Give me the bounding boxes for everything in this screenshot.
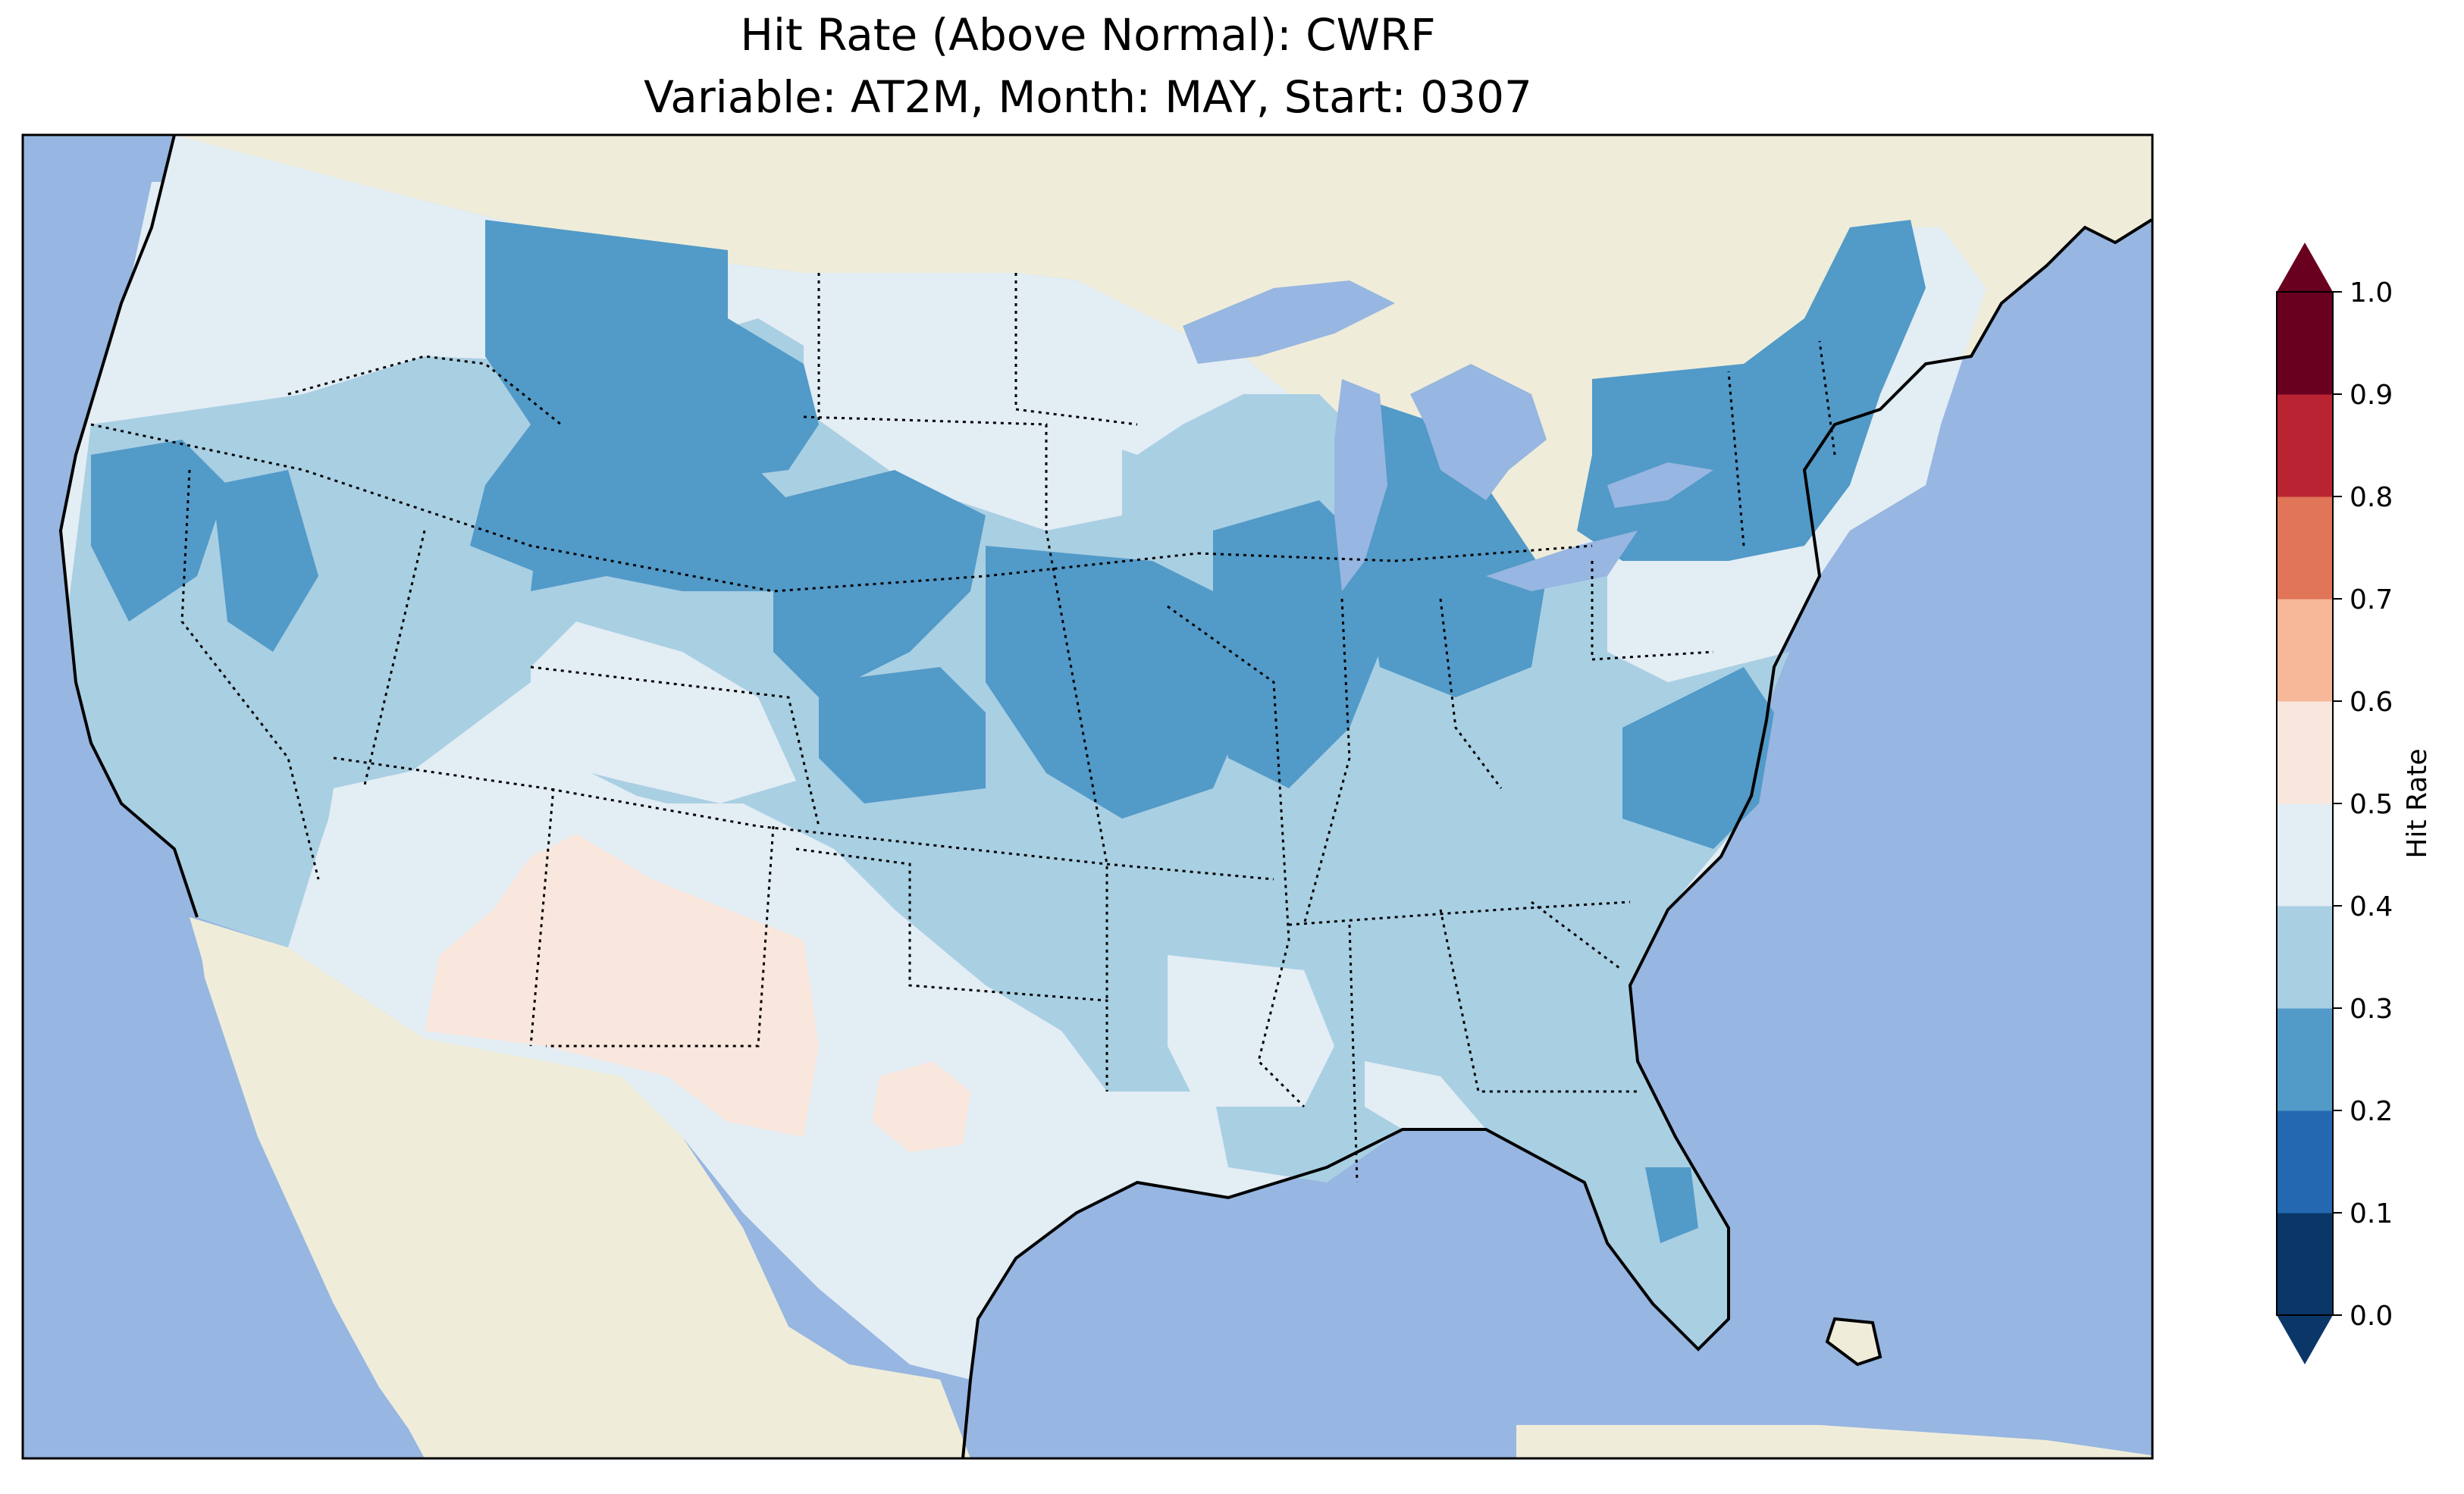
colorbar-bin-3 xyxy=(2277,906,2333,1009)
map-title-line2: Variable: AT2M, Month: MAY, Start: 0307 xyxy=(644,71,1532,123)
map-frame xyxy=(21,133,2154,1460)
colorbar-tick-label: 0.9 xyxy=(2350,380,2393,411)
colorbar-tick-label: 0.4 xyxy=(2350,891,2393,922)
coastline xyxy=(58,135,2152,1458)
colorbar-extend-max xyxy=(2277,243,2333,292)
colorbar-bin-9 xyxy=(2277,292,2333,395)
colorbar-tick-label: 0.2 xyxy=(2350,1096,2393,1127)
colorbar-tick-label: 0.6 xyxy=(2350,687,2393,718)
state-borders xyxy=(90,273,1836,1183)
colorbar-tick-label: 0.8 xyxy=(2350,482,2393,513)
colorbar-tick-label: 0.7 xyxy=(2350,584,2393,615)
colorbar-bin-8 xyxy=(2277,394,2333,497)
colorbar-bin-6 xyxy=(2277,599,2333,702)
colorbar-extend-min xyxy=(2277,1315,2333,1364)
colorbar-tick-label: 0.3 xyxy=(2350,994,2393,1025)
colorbar-tick-label: 0.0 xyxy=(2350,1301,2393,1332)
great-lakes xyxy=(1183,280,1713,591)
colorbar-bin-5 xyxy=(2277,701,2333,804)
colorbar-tick-label: 0.5 xyxy=(2350,789,2393,820)
colorbar-bin-4 xyxy=(2277,803,2333,907)
colorbar: 0.0 0.1 0.2 0.3 0.4 0.5 0.6 0.7 0.8 0.9 1.0 Hit Ra… xyxy=(2276,243,2433,1364)
baja-land xyxy=(197,925,455,1452)
colorbar-tick-label: 1.0 xyxy=(2350,277,2393,309)
colorbar-bin-7 xyxy=(2277,496,2333,600)
caribbean-islands xyxy=(1825,1317,1882,1367)
colorbar-tick-label: 0.1 xyxy=(2350,1198,2393,1229)
map-panel xyxy=(23,135,2152,1458)
colorbar-bin-1 xyxy=(2277,1110,2333,1214)
hit-rate-field xyxy=(68,182,1926,1380)
colorbar-bin-2 xyxy=(2277,1008,2333,1111)
colorbar-label: Hit Rate xyxy=(2402,748,2433,858)
colorbar-bin-0 xyxy=(2277,1213,2333,1316)
map-title-line1: Hit Rate (Above Normal): CWRF xyxy=(740,9,1435,61)
